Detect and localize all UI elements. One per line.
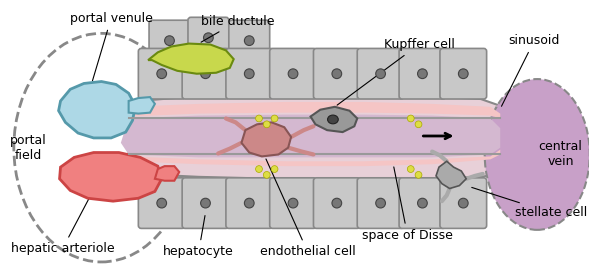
Ellipse shape <box>157 198 166 208</box>
Polygon shape <box>148 44 234 74</box>
FancyBboxPatch shape <box>182 178 229 228</box>
Ellipse shape <box>459 198 468 208</box>
Polygon shape <box>58 82 135 138</box>
FancyBboxPatch shape <box>182 49 229 99</box>
Circle shape <box>415 172 422 178</box>
Ellipse shape <box>484 79 590 230</box>
Ellipse shape <box>376 69 385 79</box>
Polygon shape <box>121 115 500 157</box>
FancyBboxPatch shape <box>229 20 270 61</box>
Polygon shape <box>129 97 155 114</box>
Polygon shape <box>59 153 162 201</box>
Text: central
vein: central vein <box>538 140 582 169</box>
FancyBboxPatch shape <box>188 17 229 58</box>
Text: hepatocyte: hepatocyte <box>163 215 234 258</box>
Ellipse shape <box>157 69 166 79</box>
Circle shape <box>407 166 414 172</box>
Polygon shape <box>129 94 500 179</box>
Circle shape <box>263 172 270 178</box>
Polygon shape <box>311 107 357 132</box>
FancyBboxPatch shape <box>226 49 273 99</box>
Text: portal
field: portal field <box>10 134 47 162</box>
Ellipse shape <box>418 69 427 79</box>
Ellipse shape <box>332 69 342 79</box>
Text: bile ductule: bile ductule <box>201 15 274 42</box>
FancyBboxPatch shape <box>314 178 360 228</box>
FancyBboxPatch shape <box>138 178 185 228</box>
Ellipse shape <box>245 36 254 46</box>
Polygon shape <box>155 166 179 181</box>
Text: space of Disse: space of Disse <box>362 167 453 242</box>
Polygon shape <box>121 102 500 118</box>
FancyBboxPatch shape <box>440 178 487 228</box>
Polygon shape <box>121 150 500 166</box>
Circle shape <box>271 166 278 172</box>
Polygon shape <box>436 161 466 189</box>
Polygon shape <box>242 122 291 156</box>
Ellipse shape <box>328 115 338 124</box>
Circle shape <box>407 115 414 122</box>
Ellipse shape <box>201 198 210 208</box>
Circle shape <box>255 166 263 172</box>
Text: hepatic arteriole: hepatic arteriole <box>11 196 114 255</box>
FancyBboxPatch shape <box>399 49 446 99</box>
Ellipse shape <box>245 69 254 79</box>
Circle shape <box>263 121 270 128</box>
FancyBboxPatch shape <box>357 49 404 99</box>
FancyBboxPatch shape <box>138 49 185 99</box>
FancyBboxPatch shape <box>149 20 190 61</box>
Ellipse shape <box>459 69 468 79</box>
Ellipse shape <box>288 69 298 79</box>
FancyBboxPatch shape <box>226 178 273 228</box>
FancyBboxPatch shape <box>357 178 404 228</box>
FancyBboxPatch shape <box>270 49 316 99</box>
Ellipse shape <box>376 198 385 208</box>
Text: Kupffer cell: Kupffer cell <box>337 38 454 105</box>
Ellipse shape <box>201 69 210 79</box>
Ellipse shape <box>418 198 427 208</box>
Text: endothelial cell: endothelial cell <box>260 159 356 258</box>
FancyBboxPatch shape <box>270 178 316 228</box>
Ellipse shape <box>332 198 342 208</box>
FancyBboxPatch shape <box>314 49 360 99</box>
FancyBboxPatch shape <box>399 178 446 228</box>
Text: portal venule: portal venule <box>70 12 153 81</box>
Text: sinusoid: sinusoid <box>501 34 560 106</box>
Circle shape <box>255 115 263 122</box>
Ellipse shape <box>245 198 254 208</box>
Circle shape <box>271 115 278 122</box>
Text: stellate cell: stellate cell <box>472 188 587 219</box>
Ellipse shape <box>165 36 174 46</box>
Circle shape <box>415 121 422 128</box>
FancyBboxPatch shape <box>440 49 487 99</box>
Ellipse shape <box>288 198 298 208</box>
Ellipse shape <box>204 33 213 43</box>
